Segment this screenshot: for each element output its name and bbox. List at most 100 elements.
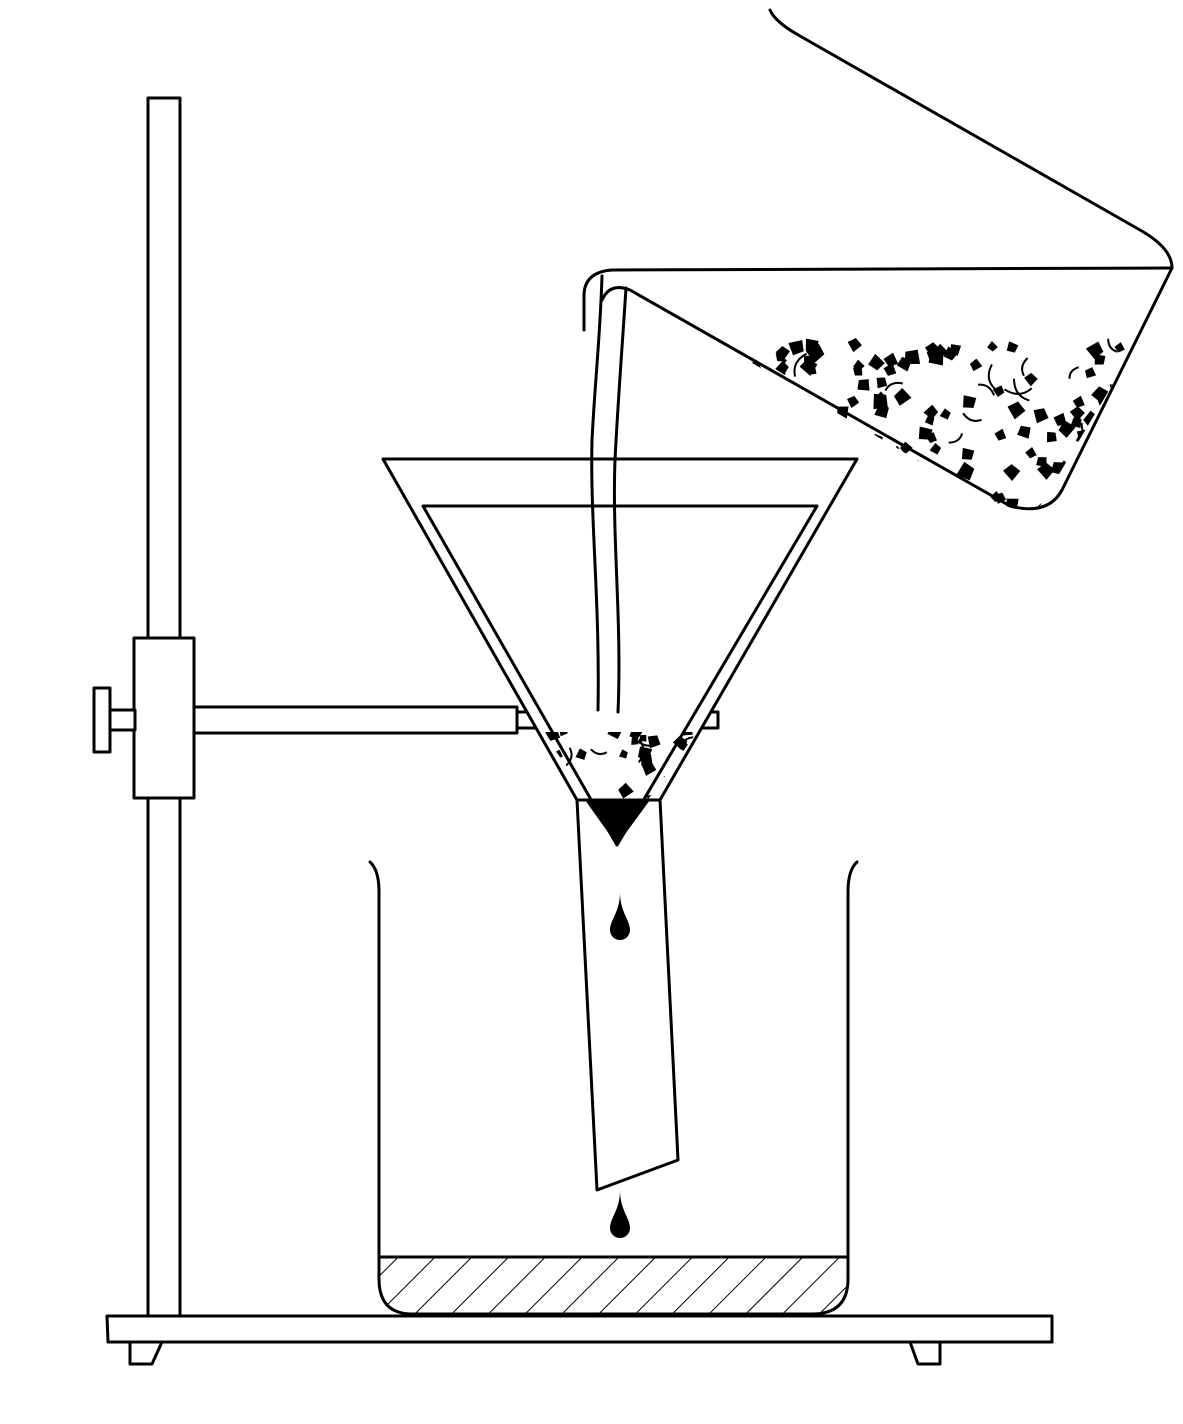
residue-particle [619, 749, 628, 759]
residue-particle [1017, 425, 1031, 439]
residue-particle [805, 338, 819, 351]
residue-particle [977, 383, 996, 396]
residue-particle [939, 408, 951, 420]
residue-particle [891, 445, 901, 471]
residue-particle [1003, 464, 1021, 482]
residue-particle [873, 393, 888, 410]
residue-particle [1114, 342, 1125, 353]
retort-stand-base [105, 1314, 1054, 1366]
residue-particle [775, 351, 785, 362]
residue-particle [961, 447, 975, 460]
residue-particle [1035, 503, 1047, 508]
residue-particle [918, 426, 933, 440]
glass-rod [590, 274, 628, 714]
residue-particle [1099, 489, 1117, 507]
residue-particle [1033, 408, 1049, 424]
residue-particle [558, 732, 568, 737]
residue-particle [764, 380, 778, 394]
residue-particle [943, 346, 958, 361]
residue-particle [830, 428, 844, 442]
residue-particle [793, 352, 807, 377]
residue-particle [874, 402, 889, 419]
residue-particle [876, 377, 888, 389]
residue-particle [923, 404, 939, 420]
residue-particle [672, 735, 688, 751]
residue-particle [858, 441, 870, 452]
residue-particle [674, 813, 685, 824]
residue-particle [820, 443, 830, 453]
residue-particle [778, 385, 789, 406]
residue-particle [641, 753, 653, 766]
residue-particle [885, 485, 900, 501]
residue-particle [922, 490, 947, 499]
residue-particle [994, 492, 1007, 504]
residue-particle [837, 419, 848, 430]
residue-particle [852, 494, 867, 508]
residue-particle [1068, 366, 1080, 379]
residue-particle [1107, 413, 1123, 428]
residue-particle [924, 342, 941, 358]
residue-particle [607, 732, 623, 740]
residue-particle [886, 460, 903, 477]
residue-particle [769, 434, 788, 454]
residue-particle [783, 406, 795, 419]
residue-particle [1098, 467, 1117, 486]
residue-particle [853, 493, 870, 508]
residue-particle [1110, 447, 1122, 460]
residue-particle [915, 482, 926, 494]
residue-particle [1006, 341, 1019, 353]
residue-particle [669, 815, 680, 826]
residue-particle [544, 732, 561, 741]
residue-particle [969, 358, 983, 372]
residue-particle [896, 356, 912, 372]
residue-particle [839, 442, 851, 453]
residue-particle [1094, 354, 1106, 365]
residue-particle [849, 439, 865, 455]
residue-particle [1070, 417, 1082, 429]
residue-particle [962, 412, 982, 422]
residue-particle [891, 477, 902, 488]
residue-particle [1007, 401, 1026, 420]
residue-particle [1024, 372, 1038, 387]
residue-particle [987, 340, 998, 352]
residue-particle [590, 748, 608, 756]
residue-particle [618, 782, 634, 799]
residue-particle [1072, 395, 1085, 408]
residue-particle [1003, 387, 1033, 395]
residue-particle [1085, 367, 1097, 379]
residue-particle [825, 438, 845, 458]
residue-particle [754, 420, 767, 433]
residue-particle [799, 358, 818, 376]
residue-particle [848, 434, 854, 451]
residue-particle [563, 807, 574, 818]
residue-particle [1025, 446, 1037, 459]
residue-particle [948, 433, 964, 444]
residue-particle [929, 442, 942, 455]
residue-particle [800, 395, 809, 405]
residue-particle [782, 413, 796, 427]
residue-particle [744, 397, 761, 413]
residue-particle [1085, 341, 1104, 360]
residue-particle [908, 497, 921, 508]
residue-particle [963, 395, 977, 408]
droplet-lower [610, 1190, 630, 1238]
residue-particle [899, 441, 913, 455]
residue-particle [805, 343, 825, 363]
residue-particle [781, 359, 787, 376]
residue-particle [843, 496, 859, 508]
residue-particle [910, 459, 924, 474]
residue-particle [1109, 438, 1116, 458]
pouring-beaker [582, 8, 1174, 511]
residue-particle [749, 360, 762, 373]
residue-particle [750, 424, 765, 440]
residue-particle [1046, 431, 1057, 443]
residue-particle [1037, 462, 1055, 480]
residue-particle [783, 417, 797, 431]
residue-particle [788, 340, 804, 356]
residue-particle [868, 353, 885, 371]
residue-particle [884, 381, 903, 392]
residue-particle [857, 379, 870, 391]
residue-particle [956, 461, 975, 481]
